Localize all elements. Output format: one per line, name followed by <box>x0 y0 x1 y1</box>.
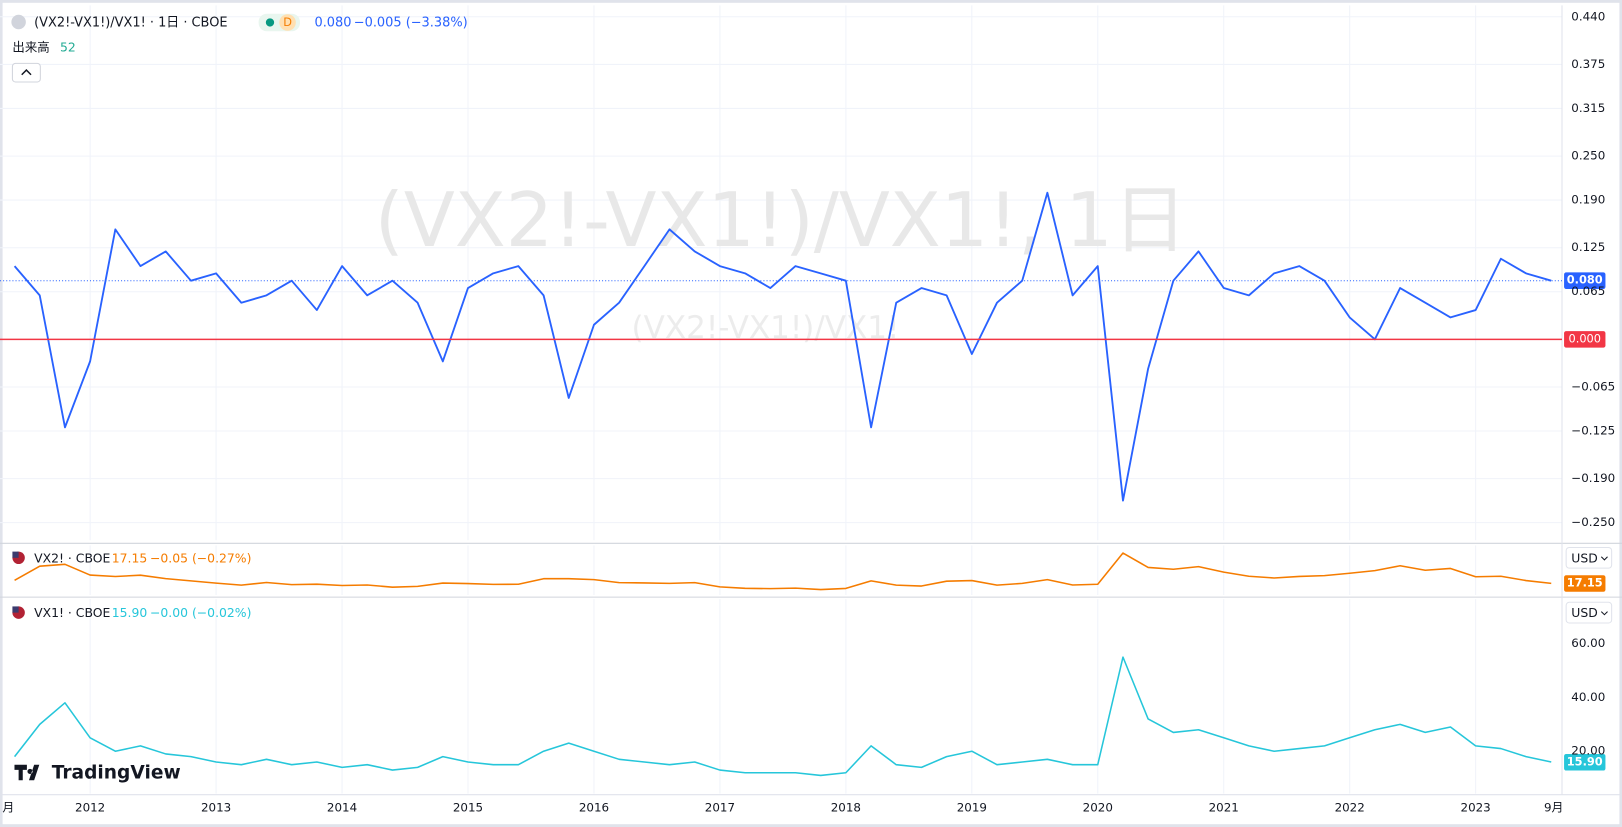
y-tick-label: −0.190 <box>1571 471 1615 485</box>
price-label-box <box>1564 575 1606 592</box>
brand-logo <box>14 764 40 781</box>
change: −0.005 (−3.38%) <box>354 15 468 30</box>
change: −0.00 (−0.02%) <box>150 605 251 620</box>
flag-canton <box>12 551 19 558</box>
dropdown-icon <box>1600 611 1608 616</box>
y-tick-label: 20.00 <box>1571 744 1605 758</box>
x-tick-label: 2012 <box>75 801 105 815</box>
pane-title: VX1! · CBOE <box>34 605 110 620</box>
x-tick-label: 2015 <box>453 801 483 815</box>
flag-canton <box>12 606 19 613</box>
volume-value: 52 <box>60 39 76 54</box>
y-tick-label: 0.250 <box>1571 149 1605 163</box>
x-tick-label: 2022 <box>1335 801 1365 815</box>
price-label-box <box>1564 753 1606 771</box>
y-tick-label: 0.315 <box>1571 101 1605 115</box>
price-label-box <box>1564 331 1606 348</box>
symbol-icon <box>11 14 26 30</box>
y-tick-label: −0.125 <box>1571 423 1615 437</box>
change: −0.05 (−0.27%) <box>150 550 251 565</box>
last-value: 17.15 <box>112 550 148 565</box>
collapse-icon <box>21 69 32 76</box>
series-line <box>13 656 1552 777</box>
x-tick-label: 2013 <box>201 801 231 815</box>
y-tick-label: −0.250 <box>1571 515 1615 529</box>
last-value: 0.080 <box>314 15 351 30</box>
brand: TradingView <box>52 762 181 783</box>
last-value: 15.90 <box>112 605 148 620</box>
volume-label: 出来高 <box>12 39 49 54</box>
x-tick-label: 月 <box>2 801 14 815</box>
price-label-box <box>1564 272 1606 289</box>
price-label: 0.000 <box>1568 331 1601 345</box>
y-tick-label: 0.375 <box>1571 57 1605 71</box>
currency-button[interactable] <box>1565 546 1613 569</box>
y-tick-label: 0.190 <box>1571 193 1605 207</box>
price-label: 15.90 <box>1567 754 1603 768</box>
y-tick-label: 60.00 <box>1571 636 1605 650</box>
y-tick-label: −0.065 <box>1571 380 1615 394</box>
x-tick-label: 2016 <box>579 801 609 815</box>
collapse-button[interactable] <box>11 62 41 83</box>
price-label: 17.15 <box>1567 575 1603 589</box>
currency: USD <box>1571 605 1598 620</box>
y-tick-label: 40.00 <box>1571 690 1605 704</box>
x-tick-label: 2014 <box>327 801 357 815</box>
x-tick-label: 2021 <box>1209 801 1239 815</box>
badge-circle <box>279 14 296 31</box>
dropdown-icon <box>1600 556 1608 561</box>
pane-title: (VX2!-VX1!)/VX1! · 1日 · CBOE <box>34 15 227 30</box>
x-tick-label: 2018 <box>831 801 861 815</box>
x-tick-label: 2020 <box>1083 801 1113 815</box>
x-tick-label: 2023 <box>1461 801 1491 815</box>
series-line <box>14 552 1552 591</box>
y-tick-label: 0.440 <box>1571 9 1605 23</box>
x-tick-label: 2017 <box>705 801 735 815</box>
watermark-sub: (VX2!-VX1!)/VX1! <box>632 310 900 346</box>
x-tick-label: 2019 <box>957 801 987 815</box>
series-line <box>13 191 1552 502</box>
plot: 0.000 0.080 17.15 15.90 <box>0 191 1606 777</box>
currency: USD <box>1571 550 1598 565</box>
x-tick-label: 9月 <box>1544 801 1563 815</box>
y-tick-label: 0.125 <box>1571 240 1605 254</box>
watermark: (VX2!-VX1!)/VX1!, 1日 <box>375 177 1187 264</box>
interval-badge: D <box>283 15 292 29</box>
currency-button[interactable] <box>1565 601 1613 624</box>
y-tick-label: 0.065 <box>1571 284 1605 298</box>
pane-title: VX2! · CBOE <box>34 550 110 565</box>
market-dot <box>265 18 275 27</box>
price-label: 0.080 <box>1567 273 1603 287</box>
